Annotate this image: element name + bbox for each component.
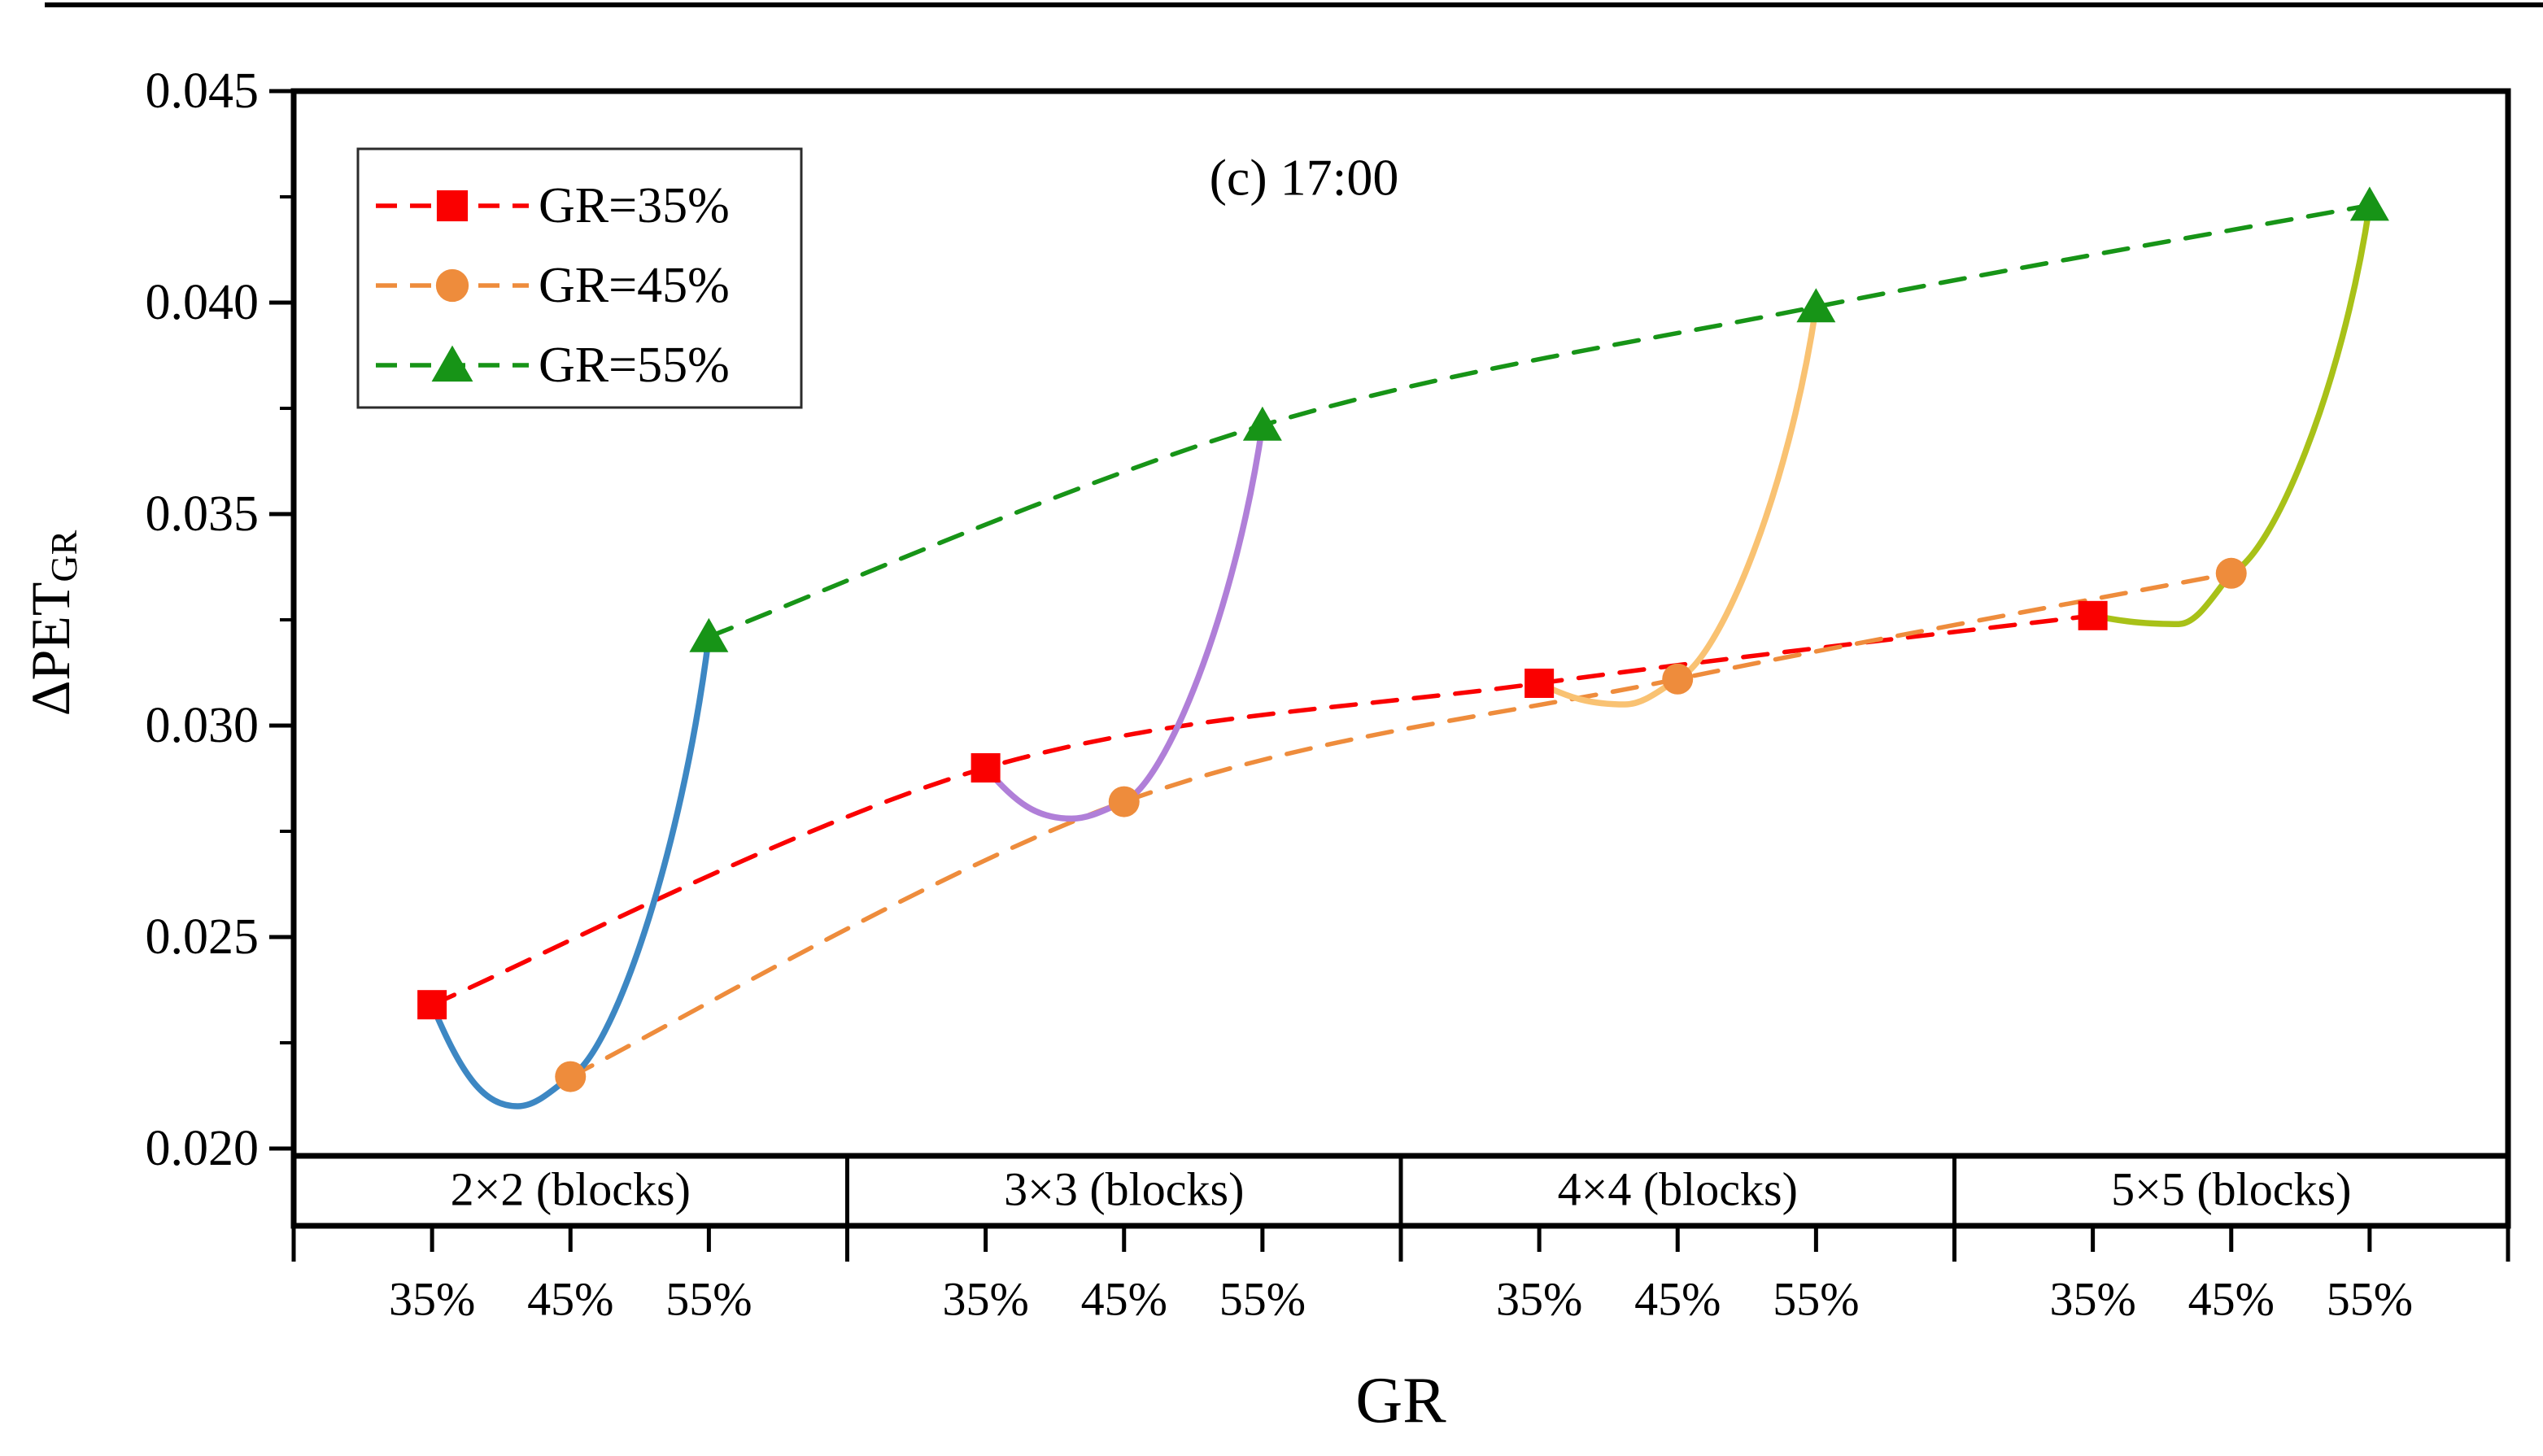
marker-gr55-group1 bbox=[689, 617, 729, 652]
group-cell-label: 3×3 (blocks) bbox=[1004, 1163, 1244, 1216]
marker-gr45-group2 bbox=[1108, 786, 1140, 817]
x-category-label: 55% bbox=[1773, 1273, 1859, 1326]
y-tick-label: 0.020 bbox=[146, 1121, 260, 1176]
y-tick-label: 0.025 bbox=[146, 909, 260, 965]
x-category-label: 35% bbox=[1496, 1273, 1582, 1326]
x-category-label: 45% bbox=[1634, 1273, 1721, 1326]
legend-marker-circle bbox=[435, 268, 469, 303]
legend-item-label: GR=55% bbox=[539, 338, 730, 393]
y-tick-label: 0.030 bbox=[146, 698, 260, 753]
x-axis: 2×2 (blocks) 35% 45% 55% 3×3 (blocks) 35% 45% 5… bbox=[291, 1163, 2510, 1326]
group-cell-label: 5×5 (blocks) bbox=[2111, 1163, 2351, 1216]
legend-marker-square bbox=[436, 190, 469, 222]
series-line-gr55 bbox=[706, 203, 2372, 639]
y-tick-label: 0.045 bbox=[146, 63, 260, 119]
legend-box bbox=[356, 147, 803, 409]
y-axis-label-subscript: GR bbox=[43, 530, 85, 582]
group-cell-label: 2×2 (blocks) bbox=[451, 1163, 691, 1216]
x-category-label: 55% bbox=[1219, 1273, 1306, 1326]
series-line-gr35 bbox=[430, 613, 2096, 1007]
y-axis-label-main: ΔPET bbox=[20, 582, 81, 717]
x-category-label: 45% bbox=[527, 1273, 613, 1326]
x-category-label: 55% bbox=[665, 1273, 752, 1326]
marker-gr35-group2 bbox=[971, 753, 1001, 782]
x-category-label: 35% bbox=[389, 1273, 475, 1326]
y-tick-label: 0.040 bbox=[146, 275, 260, 330]
marker-gr55-group4 bbox=[2349, 186, 2389, 221]
marker-gr55-group2 bbox=[1242, 406, 1282, 441]
marker-gr35-group3 bbox=[1524, 669, 1555, 698]
chart-title: (c) 17:00 bbox=[1210, 149, 1399, 207]
y-axis-label: ΔPETGR bbox=[20, 530, 85, 716]
legend-marker-triangle bbox=[431, 345, 473, 382]
y-axis: 0.020 0.025 0.030 0.035 0.040 0.045 bbox=[146, 63, 294, 1176]
legend-item: GR=35% bbox=[376, 178, 730, 233]
legend-item: GR=45% bbox=[376, 258, 730, 313]
x-axis-label: GR bbox=[1355, 1365, 1446, 1436]
marker-gr45-group3 bbox=[1662, 663, 1694, 695]
legend-item-label: GR=35% bbox=[539, 178, 730, 233]
series-line-gr45 bbox=[568, 571, 2234, 1079]
x-category-label: 45% bbox=[1081, 1273, 1167, 1326]
group-cell-label: 4×4 (blocks) bbox=[1558, 1163, 1798, 1216]
x-category-label: 35% bbox=[2049, 1273, 2135, 1326]
x-category-label: 35% bbox=[942, 1273, 1028, 1326]
marker-gr55-group3 bbox=[1796, 288, 1836, 323]
x-category-label: 55% bbox=[2327, 1273, 2413, 1326]
legend-item-label: GR=45% bbox=[539, 258, 730, 313]
marker-gr35-group1 bbox=[417, 990, 447, 1020]
x-category-label: 45% bbox=[2188, 1273, 2275, 1326]
legend: GR=35% GR=45% GR=55% bbox=[356, 147, 803, 409]
y-tick-label: 0.035 bbox=[146, 486, 260, 542]
marker-gr45-group4 bbox=[2215, 557, 2247, 589]
marker-gr45-group1 bbox=[555, 1061, 587, 1092]
legend-item: GR=55% bbox=[376, 338, 730, 393]
marker-gr35-group4 bbox=[2078, 600, 2108, 630]
